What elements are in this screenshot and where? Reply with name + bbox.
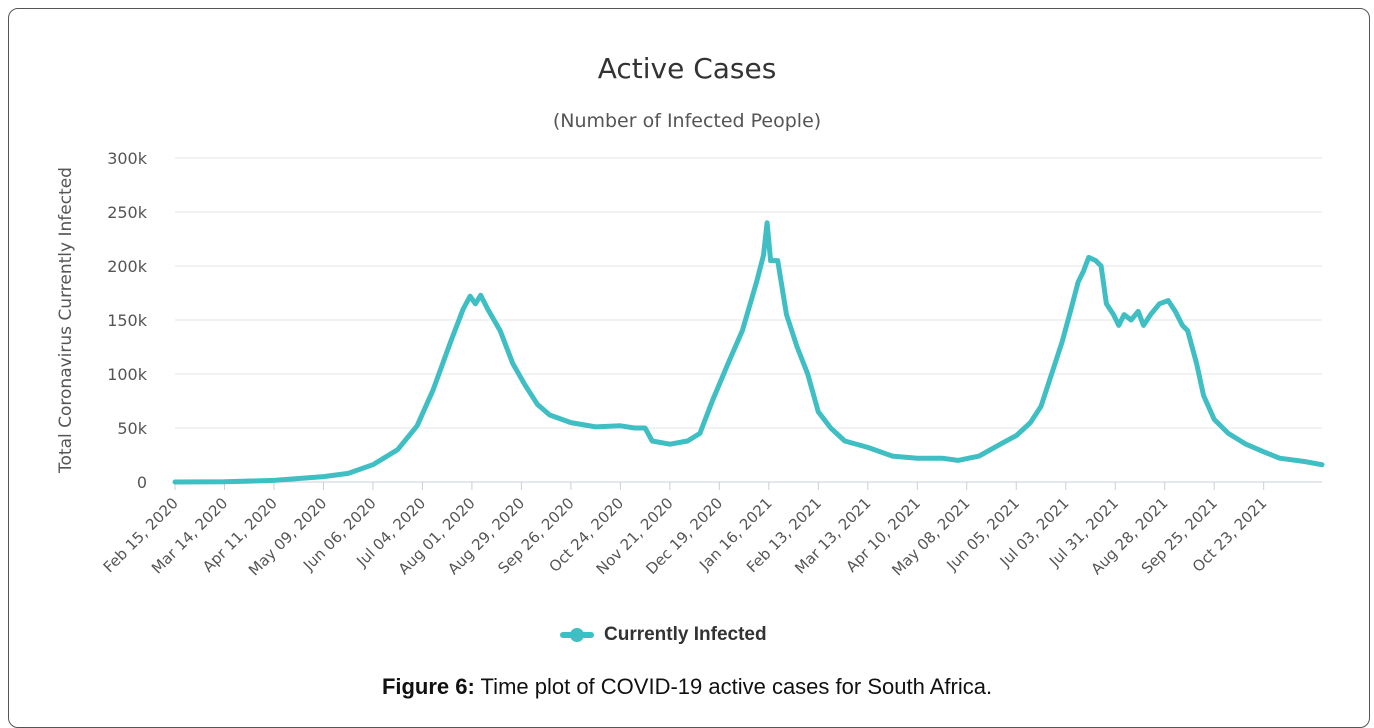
y-tick-label: 50k (117, 419, 147, 438)
legend-marker-icon (560, 628, 594, 642)
legend-label: Currently Infected (604, 624, 767, 645)
caption-label: Figure 6: (381, 674, 475, 699)
y-tick-label: 300k (107, 149, 148, 168)
line-chart: 0 50k 100k 150k 200k 250k 300k Feb 15, 2020Mar… (56, 149, 1325, 579)
caption-text: Time plot of COVID-19 active cases for S… (474, 674, 993, 699)
chart-title: Active Cases (597, 52, 777, 85)
y-tick-label: 200k (107, 257, 148, 276)
y-tick-label: 0 (137, 473, 147, 492)
y-tick-label: 100k (107, 365, 148, 384)
figure-caption: Figure 6: Time plot of COVID-19 active c… (0, 674, 1374, 700)
chart-subtitle: (Number of Infected People) (552, 110, 822, 132)
y-axis-label: Total Coronavirus Currently Infected (56, 167, 76, 474)
figure-frame (8, 8, 1370, 728)
y-tick-label: 150k (107, 311, 148, 330)
y-tick-label: 250k (107, 203, 148, 222)
legend[interactable]: Currently Infected (560, 624, 767, 646)
y-axis-ticks: 0 50k 100k 150k 200k 250k 300k (107, 149, 148, 492)
series-line-currently-infected (172, 220, 1325, 485)
